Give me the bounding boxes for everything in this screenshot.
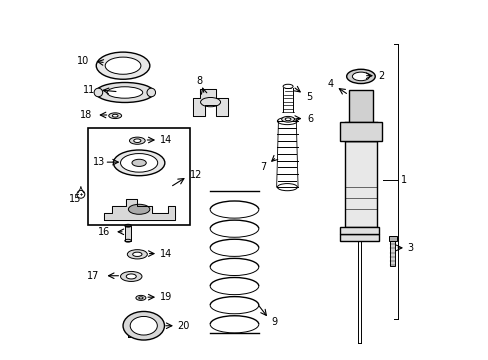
Ellipse shape (121, 271, 142, 282)
Bar (124, 226, 131, 241)
Ellipse shape (129, 137, 145, 144)
Ellipse shape (113, 150, 164, 176)
Ellipse shape (112, 114, 118, 117)
Text: 18: 18 (80, 110, 93, 120)
Polygon shape (192, 89, 228, 116)
Text: 15: 15 (69, 194, 81, 203)
Ellipse shape (285, 118, 290, 121)
Text: 3: 3 (407, 243, 413, 253)
Ellipse shape (281, 116, 294, 122)
Text: 19: 19 (160, 292, 172, 302)
Bar (348, 90, 372, 122)
Text: 5: 5 (305, 92, 312, 102)
Text: 11: 11 (83, 85, 95, 95)
Ellipse shape (136, 296, 145, 300)
Text: 9: 9 (271, 317, 277, 327)
Text: 1: 1 (400, 175, 406, 185)
Circle shape (147, 88, 155, 97)
Ellipse shape (95, 82, 154, 103)
Ellipse shape (107, 87, 142, 98)
Ellipse shape (127, 249, 147, 259)
Circle shape (94, 88, 102, 97)
Ellipse shape (132, 252, 142, 256)
Text: 10: 10 (77, 56, 89, 66)
FancyBboxPatch shape (88, 128, 189, 225)
Ellipse shape (132, 159, 146, 166)
Ellipse shape (134, 139, 141, 143)
Ellipse shape (121, 154, 157, 172)
Ellipse shape (352, 72, 369, 81)
Ellipse shape (108, 113, 122, 118)
Text: 14: 14 (159, 135, 171, 145)
Text: 8: 8 (196, 76, 202, 86)
Text: 4: 4 (327, 79, 333, 89)
Ellipse shape (139, 297, 143, 299)
Bar (339, 234, 378, 241)
Bar (389, 236, 394, 266)
Ellipse shape (96, 52, 149, 79)
Text: 20: 20 (177, 321, 190, 331)
Text: 17: 17 (87, 271, 100, 281)
Text: 16: 16 (98, 227, 110, 237)
Ellipse shape (128, 204, 149, 214)
Ellipse shape (105, 57, 141, 74)
Text: 7: 7 (260, 162, 266, 172)
Text: 12: 12 (190, 170, 202, 180)
Text: 13: 13 (92, 157, 104, 167)
Bar (339, 227, 378, 234)
Text: 6: 6 (306, 113, 312, 123)
Bar (388, 236, 396, 241)
Ellipse shape (123, 311, 164, 340)
Bar (344, 141, 376, 227)
Ellipse shape (130, 316, 157, 335)
Ellipse shape (346, 69, 374, 84)
Ellipse shape (126, 274, 136, 279)
Bar (340, 122, 381, 141)
Polygon shape (104, 199, 175, 220)
Text: 14: 14 (159, 249, 171, 258)
Text: 2: 2 (377, 71, 384, 81)
